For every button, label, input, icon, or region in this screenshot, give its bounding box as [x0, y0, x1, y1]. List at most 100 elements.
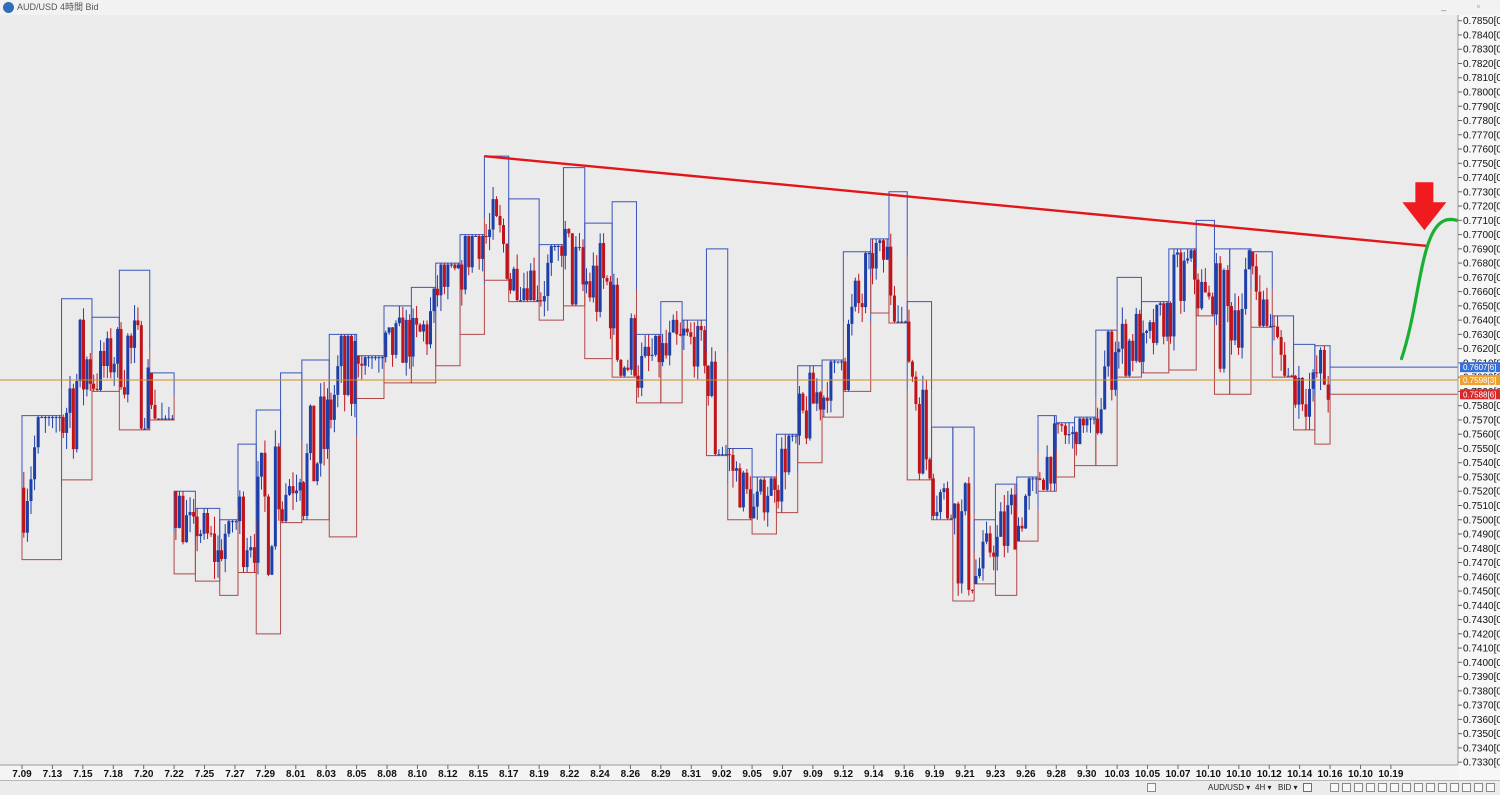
candle-body — [1319, 349, 1323, 374]
grid-icon[interactable] — [1426, 783, 1435, 792]
y-tick-label: 0.7460[0] — [1463, 572, 1500, 583]
zoom-out-icon[interactable] — [1342, 783, 1351, 792]
x-tick-label: 9.30 — [1077, 769, 1097, 780]
candle-body — [515, 268, 519, 301]
candle-body — [1300, 377, 1304, 405]
y-tick-label: 0.7430[0] — [1463, 615, 1500, 626]
candle-body — [1233, 310, 1237, 341]
candle-body — [1211, 296, 1215, 315]
candle-body — [241, 496, 245, 568]
candle-body — [58, 417, 62, 419]
resistance-trendline[interactable] — [484, 154, 1428, 248]
price-tag-box — [1460, 375, 1500, 386]
box-lower-edge — [1229, 321, 1252, 395]
candle-body — [717, 454, 721, 456]
candle-body — [762, 479, 766, 513]
candle-body — [1096, 418, 1100, 434]
print-icon[interactable] — [1474, 783, 1483, 792]
camera-icon[interactable] — [1462, 783, 1471, 792]
candle-body — [209, 533, 213, 535]
candle-body — [446, 264, 450, 287]
candle-body — [574, 246, 578, 305]
candle-body — [474, 236, 478, 238]
cursor-icon[interactable] — [1354, 783, 1363, 792]
line-tool-icon[interactable] — [1390, 783, 1399, 792]
arrow-icon[interactable] — [1378, 783, 1387, 792]
candle-body — [319, 396, 323, 464]
candle-body — [811, 372, 815, 404]
candle-body — [815, 392, 819, 404]
candle-body — [199, 533, 203, 537]
candle-body — [766, 495, 770, 513]
bars-icon[interactable] — [1147, 783, 1156, 792]
down-arrow-icon[interactable] — [1402, 182, 1447, 231]
candle-body — [953, 503, 957, 519]
candle-body — [689, 332, 693, 337]
box-upper-edge — [952, 426, 975, 515]
zoom-fit-icon[interactable] — [1330, 783, 1339, 792]
price-chart[interactable]: 0.7850[0] 0.7840[0] 0.7830[0] 0.7820[0] 0.78… — [0, 15, 1500, 780]
magnifier-icon[interactable] — [1486, 783, 1495, 792]
text-tool-icon[interactable] — [1414, 783, 1423, 792]
candle-body — [546, 262, 550, 297]
candle-body — [1127, 340, 1131, 376]
candle-body — [119, 329, 123, 388]
x-tick-label: 7.09 — [12, 769, 32, 780]
candle-body — [615, 284, 619, 360]
y-tick-label: 0.7800[0] — [1463, 87, 1500, 98]
candle-body — [804, 410, 808, 439]
candle-body — [425, 324, 429, 345]
window-controls[interactable]: _ ▫ — [1441, 1, 1494, 11]
y-tick-label: 0.7790[0] — [1463, 102, 1500, 113]
candle-body — [380, 357, 384, 359]
y-tick-label: 0.7810[0] — [1463, 73, 1500, 84]
candle-body — [498, 215, 502, 226]
candle-body — [787, 435, 791, 473]
candle-body — [174, 491, 178, 528]
x-tick-label: 8.01 — [286, 769, 306, 780]
candle-body — [51, 417, 55, 419]
x-tick-label: 10.10 — [1196, 769, 1221, 780]
x-tick-label: 10.19 — [1378, 769, 1403, 780]
y-tick-label: 0.7840[0] — [1463, 30, 1500, 41]
symbol-selector[interactable]: AUD/USD ▾ — [1208, 783, 1251, 792]
y-tick-label: 0.7560[0] — [1463, 430, 1500, 441]
app-logo-icon — [3, 2, 14, 13]
y-tick-label: 0.7750[0] — [1463, 159, 1500, 170]
candle-body — [867, 253, 871, 255]
candle-body — [995, 536, 999, 557]
crosshair-icon[interactable] — [1366, 783, 1375, 792]
draw-icon[interactable] — [1402, 783, 1411, 792]
y-tick-label: 0.7710[0] — [1463, 216, 1500, 227]
candle-body — [1049, 456, 1053, 484]
candle-body — [1283, 354, 1287, 376]
candle-body — [1078, 418, 1082, 445]
y-tick-label: 0.7540[0] — [1463, 458, 1500, 469]
candle-body — [1258, 291, 1262, 326]
price-side-selector[interactable]: BID ▾ — [1278, 783, 1298, 792]
candle-body — [1148, 322, 1152, 331]
candle-body — [864, 253, 868, 308]
timeframe-selector[interactable]: 4H ▾ — [1255, 783, 1272, 792]
y-tick-label: 0.7700[0] — [1463, 230, 1500, 241]
candle-body — [245, 550, 249, 568]
candle-body — [999, 511, 1003, 537]
candle-body — [1006, 505, 1010, 546]
candle-body — [505, 244, 509, 279]
candle-body — [633, 318, 637, 376]
candle-body — [1092, 418, 1096, 420]
settings-icon[interactable] — [1438, 783, 1447, 792]
candle-body — [1042, 479, 1046, 490]
candle-body — [577, 246, 581, 248]
candle-body — [519, 300, 523, 302]
candle-body — [1172, 254, 1176, 337]
candle-body — [567, 228, 571, 234]
x-tick-label: 8.15 — [469, 769, 489, 780]
pin-icon[interactable] — [1303, 783, 1312, 792]
search-icon[interactable] — [1450, 783, 1459, 792]
candle-body — [892, 295, 896, 322]
candle-body — [935, 512, 939, 516]
candle-body — [263, 452, 267, 497]
candle-body — [170, 418, 174, 420]
candle-body — [1113, 352, 1117, 390]
